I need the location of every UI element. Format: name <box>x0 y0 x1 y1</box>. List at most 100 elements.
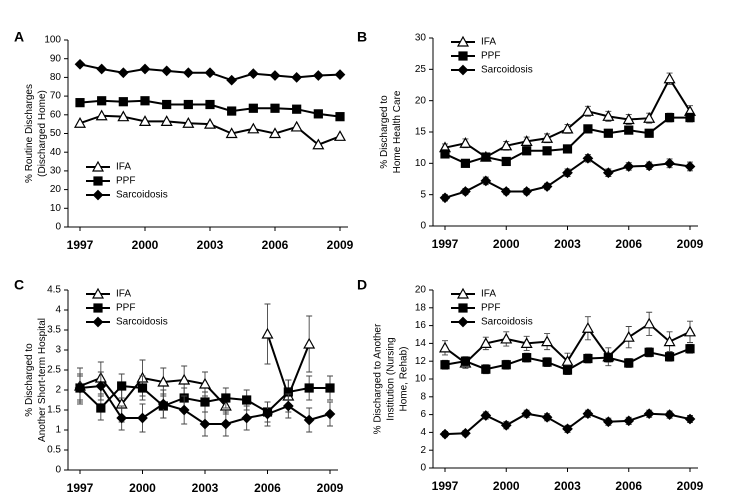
marker-triangle <box>160 115 173 126</box>
y-tick-label: 3.5 <box>47 325 61 336</box>
marker-square <box>242 395 252 405</box>
marker-triangle <box>333 130 347 141</box>
marker-triangle <box>520 135 533 146</box>
y-tick-label: 25 <box>415 64 427 75</box>
y-tick-label: 10 <box>50 203 62 214</box>
marker-square <box>583 353 593 364</box>
marker-square <box>685 112 695 123</box>
marker-square <box>440 149 450 159</box>
y-tick-label: 40 <box>50 147 62 158</box>
marker-square <box>583 124 593 134</box>
marker-diamond <box>664 157 675 169</box>
marker-diamond <box>178 404 190 416</box>
y-tick-label: 18 <box>415 302 427 313</box>
marker-triangle <box>520 337 533 348</box>
legend-label: PPF <box>116 303 135 314</box>
marker-triangle <box>581 322 594 333</box>
marker-square <box>460 356 471 366</box>
marker-diamond <box>439 428 451 440</box>
marker-square <box>542 357 552 367</box>
legend-marker <box>93 303 103 313</box>
legend-label: Sarcoidosis <box>481 65 533 76</box>
marker-square <box>118 97 128 107</box>
legend-label: PPF <box>481 51 500 62</box>
marker-square <box>75 98 85 108</box>
x-tick-label: 2006 <box>262 238 289 252</box>
marker-square <box>624 358 634 368</box>
marker-square <box>200 397 210 407</box>
panel-label: B <box>357 29 367 45</box>
x-tick-label: 2006 <box>615 237 642 251</box>
marker-diamond <box>480 175 492 187</box>
marker-triangle <box>581 105 594 116</box>
y-tick-label: 14 <box>415 338 427 349</box>
y-axis-label: % Discharged to <box>379 95 390 169</box>
marker-diamond <box>460 427 471 439</box>
legend-label: Sarcoidosis <box>481 317 533 328</box>
legend-marker <box>456 35 470 47</box>
marker-triangle <box>438 341 452 353</box>
x-tick-label: 2000 <box>132 238 159 252</box>
legend-marker <box>93 176 103 186</box>
y-tick-label: 0 <box>420 221 426 232</box>
y-tick-label: 2.5 <box>47 365 61 376</box>
y-tick-label: 2 <box>420 445 426 456</box>
marker-triangle <box>95 109 108 121</box>
legend-marker <box>456 287 470 299</box>
legend-label: Sarcoidosis <box>116 190 168 201</box>
marker-square <box>481 364 491 374</box>
marker-diamond <box>117 67 129 79</box>
marker-diamond <box>623 415 635 427</box>
marker-square <box>313 109 323 119</box>
marker-diamond <box>312 70 324 81</box>
marker-triangle <box>138 115 152 126</box>
marker-square <box>644 128 654 138</box>
marker-triangle <box>290 120 303 132</box>
legend-marker <box>458 51 468 61</box>
y-tick-label: 100 <box>44 35 61 46</box>
marker-diamond <box>303 414 315 426</box>
marker-square <box>205 99 215 110</box>
marker-triangle <box>198 377 212 389</box>
x-tick-label: 2003 <box>554 237 581 251</box>
marker-diamond <box>562 167 573 179</box>
marker-square <box>460 158 471 168</box>
marker-diamond <box>521 186 533 197</box>
y-tick-label: 1 <box>55 425 61 436</box>
marker-triangle <box>500 139 513 151</box>
marker-diamond <box>582 408 594 420</box>
marker-triangle <box>541 335 554 347</box>
marker-triangle <box>73 116 87 128</box>
marker-square <box>335 112 345 122</box>
marker-square <box>270 103 280 113</box>
legend-marker <box>92 316 104 328</box>
legend-label: PPF <box>481 303 500 314</box>
x-tick-label: 2003 <box>197 238 224 252</box>
marker-diamond <box>521 408 533 420</box>
marker-diamond <box>541 181 553 192</box>
marker-diamond <box>241 412 253 424</box>
x-tick-label: 2000 <box>129 481 156 495</box>
x-tick-label: 2000 <box>493 479 520 493</box>
y-axis-label: % Routine Discharges <box>24 84 35 183</box>
marker-diamond <box>500 419 512 431</box>
legend-label: Sarcoidosis <box>116 317 168 328</box>
y-tick-label: 16 <box>415 320 427 331</box>
marker-square <box>304 383 314 393</box>
panel-label: D <box>357 277 367 293</box>
y-axis-label: Another Short-term Hospital <box>37 318 48 442</box>
y-tick-label: 15 <box>415 127 427 138</box>
marker-diamond <box>116 412 128 424</box>
marker-diamond <box>602 416 614 428</box>
y-tick-label: 4 <box>55 305 61 316</box>
marker-diamond <box>157 398 169 410</box>
legend-marker <box>458 303 468 313</box>
marker-diamond <box>262 408 273 420</box>
y-tick-label: 4.5 <box>47 285 61 296</box>
legend-marker <box>91 287 105 299</box>
marker-diamond <box>500 186 512 197</box>
y-tick-label: 80 <box>50 72 62 83</box>
x-tick-label: 2009 <box>677 479 704 493</box>
